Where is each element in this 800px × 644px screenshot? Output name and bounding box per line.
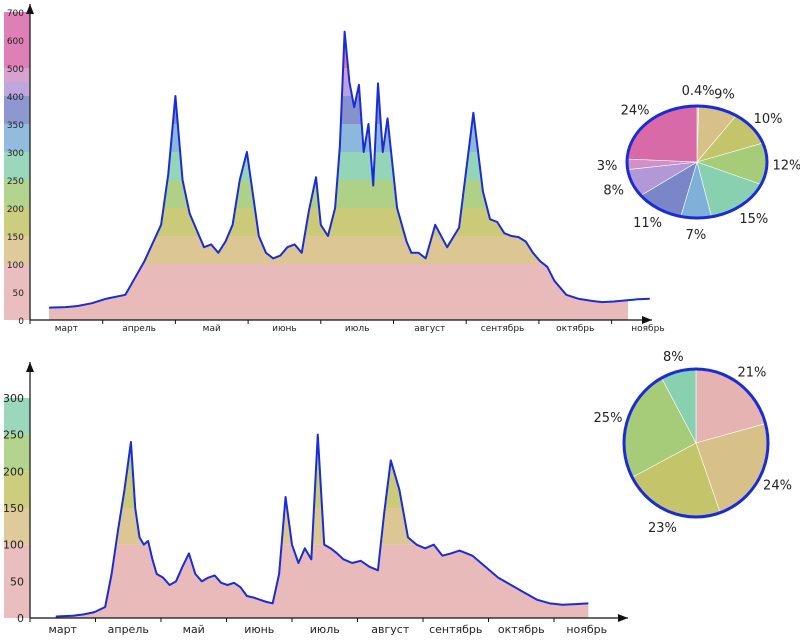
pie-label: 7% bbox=[686, 228, 707, 243]
pie-label: 21% bbox=[737, 366, 766, 381]
band-500-700 bbox=[49, 31, 628, 68]
x-axis-arrow bbox=[618, 614, 628, 622]
band-0-100 bbox=[55, 544, 589, 618]
scale-swatch bbox=[4, 12, 30, 68]
x-tick-label: март bbox=[55, 324, 78, 334]
x-tick-label: август bbox=[371, 623, 410, 636]
scale-swatch bbox=[4, 124, 30, 152]
y-tick-label: 300 bbox=[7, 149, 24, 159]
y-tick-label: 150 bbox=[3, 502, 24, 515]
pie-label: 0.4% bbox=[682, 84, 715, 99]
y-tick-label: 700 bbox=[7, 9, 24, 19]
pie-label: 11% bbox=[633, 216, 662, 231]
x-tick-label: август bbox=[414, 324, 445, 334]
pie-label: 9% bbox=[714, 87, 735, 102]
chart-bottom: 0 50 100 150 200 250 300 март апрель май июнь июль а… bbox=[3, 350, 792, 636]
x-tick-label: ноябрь bbox=[631, 324, 664, 334]
pie-outline bbox=[622, 367, 770, 519]
scale-swatch bbox=[4, 96, 30, 124]
band-250-300 bbox=[30, 398, 604, 435]
x-tick-label: апрель bbox=[122, 324, 156, 334]
x-tick-label: апрель bbox=[108, 623, 149, 636]
pie-label: 12% bbox=[772, 159, 800, 174]
scale-swatch bbox=[4, 82, 30, 96]
band-450-500 bbox=[49, 68, 628, 82]
y-tick-label: 100 bbox=[7, 261, 24, 271]
x-tick-label: октябрь bbox=[498, 623, 545, 636]
x-tick-label: ноябрь bbox=[566, 623, 607, 636]
pie-label: 8% bbox=[663, 350, 684, 365]
scale-swatch bbox=[4, 180, 30, 208]
x-tick-label: май bbox=[183, 623, 205, 636]
pie-label: 24% bbox=[621, 104, 650, 119]
chart-top: 0 50 100 150 200 250 300 350 400 500 600 700 март апр… bbox=[4, 4, 800, 334]
pie-label: 23% bbox=[648, 521, 677, 536]
x-tick-label: июль bbox=[345, 324, 369, 334]
scale-swatch bbox=[4, 544, 30, 618]
pie-label: 3% bbox=[597, 159, 618, 174]
pie-label: 8% bbox=[603, 183, 624, 198]
band-300-350 bbox=[49, 124, 628, 152]
scale-swatch bbox=[4, 68, 30, 82]
y-axis-arrow bbox=[26, 362, 34, 372]
pie-label: 15% bbox=[739, 212, 768, 227]
pie-chart: 0.4% 9% 10% 12% 15% 7% 11% 8% 3% 24% bbox=[597, 84, 800, 243]
y-tick-label: 500 bbox=[7, 65, 24, 75]
band-250-300 bbox=[49, 152, 628, 180]
y-axis-arrow bbox=[26, 4, 34, 14]
x-axis-arrow bbox=[642, 316, 652, 324]
scale-swatch bbox=[4, 236, 30, 264]
pie-label: 10% bbox=[754, 112, 783, 127]
x-tick-label: сентябрь bbox=[429, 623, 482, 636]
band-150-200 bbox=[55, 471, 589, 508]
y-tick-label: 50 bbox=[13, 289, 25, 299]
band-400-450 bbox=[49, 82, 628, 96]
y-tick-label: 400 bbox=[7, 93, 24, 103]
x-tick-label: июнь bbox=[272, 324, 297, 334]
band-350-400 bbox=[49, 96, 628, 124]
y-tick-label: 250 bbox=[3, 429, 24, 442]
band-0-100 bbox=[49, 264, 628, 320]
x-tick-label: март bbox=[49, 623, 78, 636]
y-tick-label: 150 bbox=[7, 233, 24, 243]
scale-swatch bbox=[4, 434, 30, 472]
x-tick-label: июль bbox=[310, 623, 340, 636]
y-tick-label: 250 bbox=[7, 177, 24, 187]
y-tick-label: 200 bbox=[3, 465, 24, 478]
x-tick-label: сентябрь bbox=[481, 324, 525, 334]
scale-swatch bbox=[4, 208, 30, 236]
series-line bbox=[55, 433, 589, 618]
y-tick-label: 200 bbox=[7, 205, 24, 215]
scale-swatch bbox=[4, 471, 30, 508]
band-group bbox=[49, 31, 628, 320]
x-tick-label: октябрь bbox=[556, 324, 594, 334]
pie-chart: 21% 24% 23% 25% 8% bbox=[594, 350, 792, 536]
series-line bbox=[49, 30, 650, 309]
scale-swatch bbox=[4, 398, 30, 435]
band-200-250 bbox=[49, 180, 628, 208]
pie-label: 24% bbox=[763, 479, 792, 494]
band-group bbox=[30, 398, 604, 618]
scale-swatch bbox=[4, 152, 30, 180]
y-tick-label: 0 bbox=[18, 317, 24, 327]
y-tick-label: 300 bbox=[3, 392, 24, 405]
scale-swatch bbox=[4, 264, 30, 320]
pie-label: 25% bbox=[594, 411, 623, 426]
y-tick-label: 50 bbox=[10, 575, 24, 588]
x-tick-label: май bbox=[203, 324, 221, 334]
y-tick-label: 350 bbox=[7, 121, 24, 131]
x-tick-label: июнь bbox=[244, 623, 274, 636]
y-tick-label: 100 bbox=[3, 539, 24, 552]
scale-swatch bbox=[4, 508, 30, 545]
pie-outline bbox=[625, 104, 769, 220]
y-tick-label: 600 bbox=[7, 37, 24, 47]
y-tick-label: 0 bbox=[17, 612, 24, 625]
